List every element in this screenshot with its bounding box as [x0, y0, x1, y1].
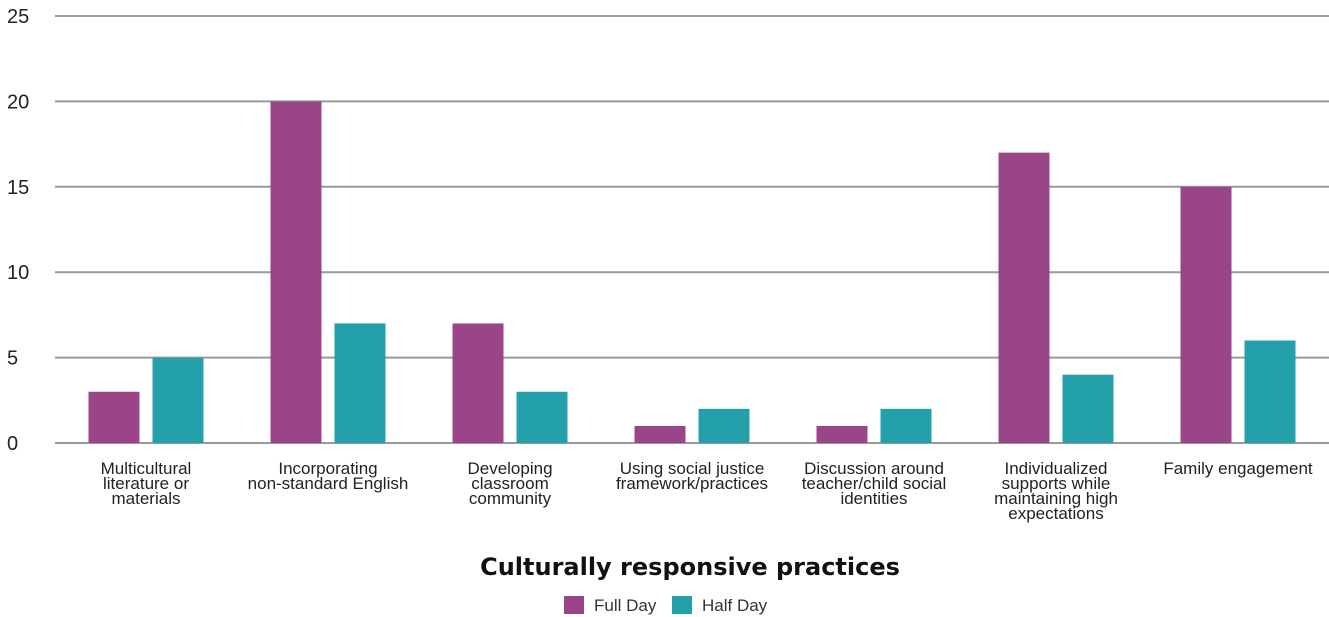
legend-label: Half Day [702, 596, 768, 615]
bar-full-day [88, 391, 140, 443]
x-category-label: Developing classroom community [467, 459, 552, 508]
x-category-label: Multicultural literature or materials [101, 459, 192, 508]
bar-half-day [1244, 340, 1296, 443]
bar-full-day [1180, 186, 1232, 444]
x-axis-categories: Multicultural literature or materials Incor… [101, 459, 1313, 523]
y-tick-label: 5 [7, 348, 18, 370]
legend-swatch [672, 596, 692, 614]
legend-label: Full Day [594, 596, 657, 615]
bar-full-day [634, 425, 686, 443]
bar-half-day [152, 357, 204, 443]
x-category-label: Using social justice framework/practices [616, 459, 768, 493]
x-category-label: Discussion around teacher/child social ide… [802, 459, 947, 508]
y-tick-label: 0 [7, 433, 18, 455]
bar-full-day [816, 425, 868, 443]
legend: Full Day Half Day [564, 596, 768, 615]
y-tick-label: 10 [7, 262, 29, 284]
bar-half-day [334, 323, 386, 443]
bar-full-day [998, 152, 1050, 443]
bars [88, 101, 1296, 444]
y-tick-label: 25 [7, 6, 29, 28]
y-axis-ticks: 0 5 10 15 20 25 [7, 6, 29, 455]
y-tick-label: 15 [7, 177, 29, 199]
bar-full-day [452, 323, 504, 443]
legend-swatch [564, 596, 584, 614]
gridlines [55, 15, 1329, 444]
bar-full-day [270, 101, 322, 444]
x-category-label: Incorporating non-standard English [248, 459, 409, 493]
bar-half-day [1062, 374, 1114, 443]
bar-half-day [880, 408, 932, 443]
x-category-label: Family engagement [1163, 459, 1313, 478]
bar-half-day [698, 408, 750, 443]
bar-half-day [516, 391, 568, 443]
x-category-label: Individualized supports while maintaining … [994, 459, 1118, 523]
y-tick-label: 20 [7, 91, 29, 113]
x-axis-title: Culturally responsive practices [480, 553, 900, 581]
